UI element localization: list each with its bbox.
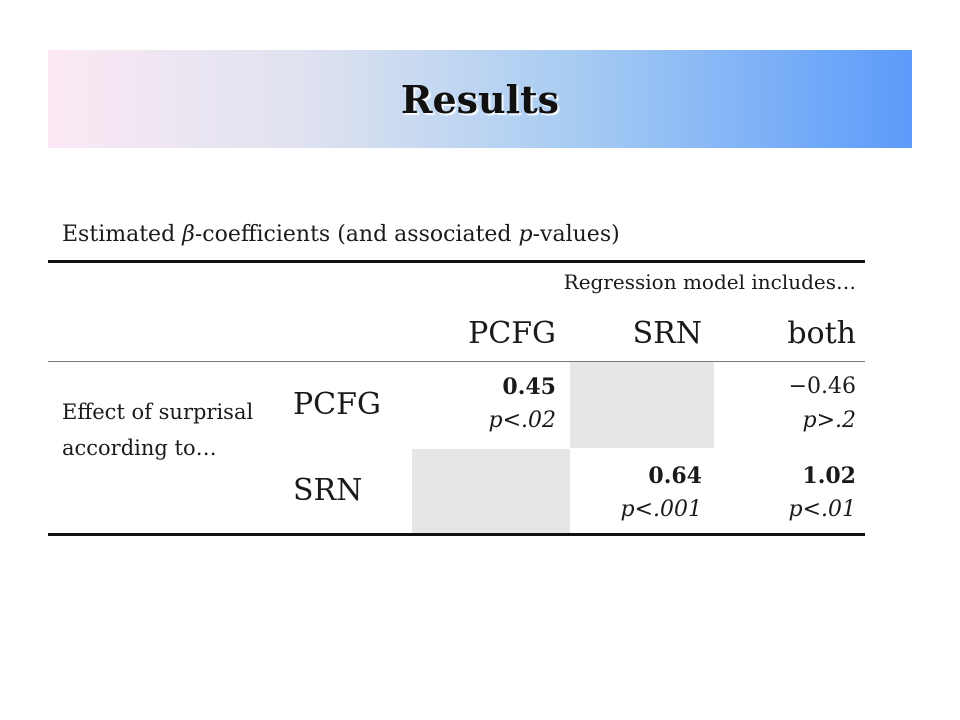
cell-pcfg-pcfg: 0.45 p<.02 (412, 370, 556, 438)
row-group-label: Effect of surprisal according to… (62, 400, 254, 460)
column-header-pcfg: PCFG (468, 316, 556, 351)
coefficient-value: 0.64 (648, 463, 702, 489)
slide-title: Results (400, 76, 560, 122)
column-header-srn: SRN (632, 316, 702, 351)
caption-p: p (518, 222, 533, 247)
table-caption: Estimated β-coefficients (and associated… (62, 222, 620, 247)
cell-pcfg-both: −0.46 p>.2 (716, 370, 856, 438)
empty-cell-pcfg-srn (570, 362, 714, 448)
cell-srn-both: 1.02 p<.01 (716, 459, 856, 527)
row-header-srn: SRN (293, 473, 363, 508)
coefficient-value: 0.45 (502, 374, 556, 400)
column-header-both: both (787, 316, 856, 351)
coefficient-value: −0.46 (788, 374, 856, 399)
title-banner: Results (48, 50, 912, 148)
cell-srn-srn: 0.64 p<.001 (570, 459, 702, 527)
column-group-header: Regression model includes… (563, 270, 856, 294)
p-value: p<.001 (620, 497, 702, 522)
p-value: p<.02 (488, 408, 556, 433)
table-bottom-rule (48, 533, 865, 536)
empty-cell-srn-pcfg (412, 449, 570, 533)
caption-beta: β (182, 222, 195, 247)
table-top-rule (48, 260, 865, 263)
coefficient-value: 1.02 (802, 463, 856, 489)
row-header-pcfg: PCFG (293, 387, 381, 422)
caption-text-2: -coefficients (and associated (194, 222, 519, 247)
p-value: p>.2 (802, 408, 856, 433)
p-value: p<.01 (788, 497, 856, 522)
table-header-rule (48, 361, 865, 362)
caption-text-1: Estimated (62, 222, 183, 247)
caption-text-3: -values) (532, 222, 620, 247)
